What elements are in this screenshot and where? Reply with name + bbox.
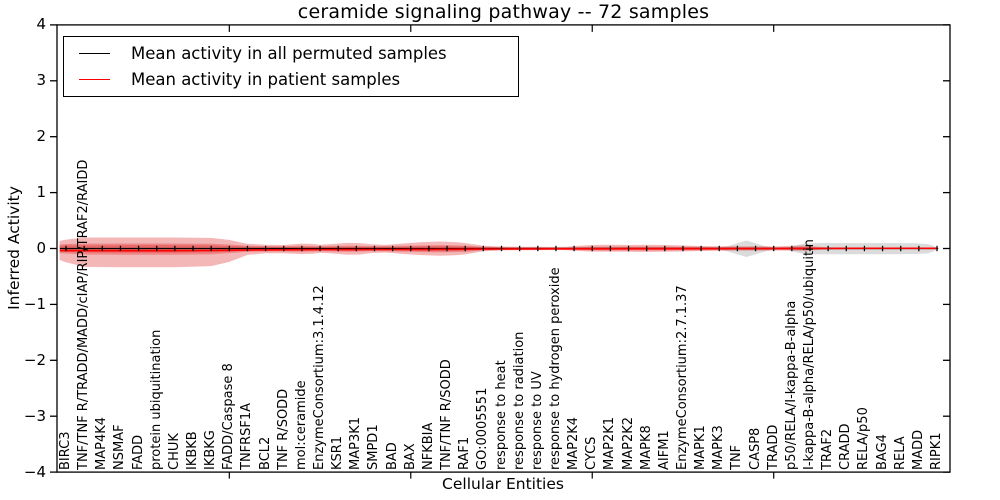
x-tick-label: MAPK3 — [711, 425, 727, 470]
x-tick-label: TNF R/SODD — [275, 388, 291, 470]
x-tick-label: RELA/p50 — [856, 407, 872, 470]
x-tick-label: TNF/TNF R/TRADD/MADD/cIAP/RIP/TRAF2/RAID… — [76, 159, 92, 470]
x-tick-label: RIPK1 — [929, 432, 944, 470]
x-tick-label: TRAF2 — [820, 428, 836, 470]
x-tick-label: CHUK — [166, 433, 182, 470]
x-tick-label: CASP8 — [747, 427, 763, 470]
x-tick-label: response to UV — [529, 371, 545, 470]
x-tick-label: MAP2K1 — [602, 416, 618, 470]
x-tick-label: response to radiation — [511, 331, 527, 470]
x-tick-label: BCL2 — [257, 436, 273, 470]
x-tick-label: MADD — [910, 429, 926, 470]
x-tick-label: mol:ceramide — [293, 380, 309, 470]
x-tick-label: BIRC3 — [58, 431, 73, 471]
x-tick-label: MAP2K4 — [566, 416, 582, 470]
x-tick-label: TRADD — [765, 424, 781, 470]
x-tick-label: NFKBIA — [420, 422, 436, 470]
patient-samples-line-swatch — [79, 79, 110, 80]
y-tick-label: −2 — [23, 350, 46, 369]
x-tick-label: RAF1 — [457, 436, 473, 470]
y-tick-label: 1 — [36, 183, 46, 202]
y-tick-label: 4 — [36, 15, 46, 34]
x-tick-label: RELA — [892, 436, 908, 470]
x-tick-label: BAX — [402, 443, 418, 470]
x-tick-label: IKBKG — [203, 430, 219, 470]
patient-samples-spread-outer — [59, 237, 939, 268]
x-tick-label: BAD — [384, 442, 400, 470]
permuted-samples-line-swatch — [79, 53, 110, 54]
x-tick-label: FADD — [130, 434, 146, 470]
x-tick-label: p50/RELA/I-kappa-B-alpha — [783, 300, 799, 470]
y-tick-label: −3 — [23, 406, 46, 425]
chart-title: ceramide signaling pathway -- 72 samples — [297, 1, 710, 23]
x-tick-label: EnzymeConsortium:3.1.4.12 — [312, 285, 328, 470]
legend-label-permuted: Mean activity in all permuted samples — [131, 44, 447, 63]
x-tick-label: TNF — [729, 444, 745, 470]
x-tick-label: MAP4K4 — [94, 416, 110, 470]
x-tick-label: response to hydrogen peroxide — [547, 267, 563, 470]
x-tick-label: IKBKB — [185, 431, 201, 470]
x-tick-label: response to heat — [493, 360, 509, 470]
x-tick-label: MAP3K1 — [348, 416, 364, 470]
x-tick-label: MAPK1 — [693, 425, 709, 470]
x-tick-label: TNFRSF1A — [239, 402, 255, 470]
y-tick-label: 0 — [36, 239, 46, 257]
x-tick-label: CRADD — [838, 423, 854, 471]
y-tick-label: −1 — [23, 294, 46, 313]
legend-row-permuted: Mean activity in all permuted samples — [64, 44, 518, 63]
x-tick-label: NSMAF — [112, 424, 128, 470]
x-tick-label: BAG4 — [874, 434, 890, 470]
x-tick-label: EnzymeConsortium:2.7.1.37 — [674, 285, 690, 470]
x-tick-label: GO:0005551 — [475, 387, 491, 470]
legend: Mean activity in all permuted samples Me… — [63, 36, 519, 97]
legend-row-patient: Mean activity in patient samples — [64, 70, 518, 89]
x-tick-label: protein ubiquitination — [148, 329, 164, 470]
x-tick-label: MAPK8 — [638, 425, 654, 470]
x-tick-label: SMPD1 — [366, 424, 382, 470]
x-axis-label: Cellular Entities — [442, 475, 564, 493]
x-tick-label: KSR1 — [330, 435, 346, 470]
patient-mean-line — [60, 247, 937, 252]
x-tick-label: TNF/TNF R/SODD — [439, 359, 455, 470]
legend-label-patient: Mean activity in patient samples — [131, 70, 401, 89]
x-tick-label: MAP2K2 — [620, 416, 636, 470]
y-tick-label: 3 — [36, 71, 46, 90]
y-tick-label: −4 — [23, 462, 46, 481]
x-tick-label: AIFM1 — [656, 430, 672, 470]
y-tick-label: 2 — [36, 127, 46, 146]
x-tick-label: I-kappa-B-alpha/RELA/p50/ubiquitin — [801, 239, 817, 470]
x-tick-label: CYCS — [584, 436, 600, 470]
x-tick-label: FADD/Caspase 8 — [221, 363, 237, 470]
